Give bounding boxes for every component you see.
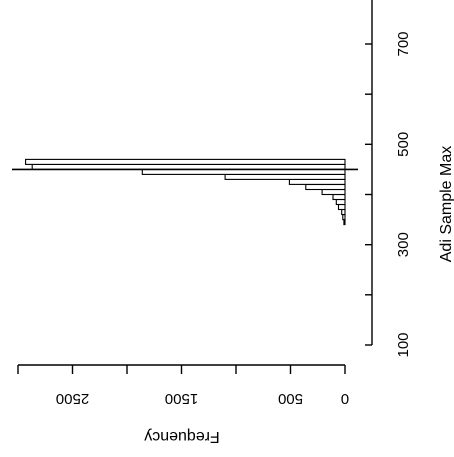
y-tick-label: 500 (395, 132, 412, 157)
histogram-bar (288, 178, 346, 185)
y-tick-label: 300 (395, 232, 412, 257)
x-tick-label: 0 (341, 390, 349, 407)
y-axis-title: Adi Sample Max (438, 146, 454, 263)
x-axis-ticks: 0 500 1500 2500 (17, 365, 349, 407)
y-tick-label: 100 (395, 332, 412, 357)
x-tick-label: 500 (278, 390, 303, 407)
histogram-bar (341, 208, 346, 216)
histogram-bar (337, 203, 346, 211)
histogram-bar (342, 214, 346, 221)
y-axis-ticks: 100 300 500 700 (365, 31, 412, 358)
histogram-bar (25, 158, 346, 165)
histogram-bar (343, 219, 346, 226)
x-tick-label: 2500 (56, 390, 89, 407)
y-tick-label: 700 (395, 31, 412, 56)
histogram-bar (321, 188, 346, 196)
x-tick-label: 1500 (165, 390, 198, 407)
histogram-bar (332, 193, 346, 201)
histogram-bar (335, 198, 346, 206)
histogram-bar (305, 183, 346, 191)
histogram-bar (224, 173, 346, 180)
x-axis-title: Frequency (144, 428, 220, 445)
bars-group (25, 158, 346, 226)
